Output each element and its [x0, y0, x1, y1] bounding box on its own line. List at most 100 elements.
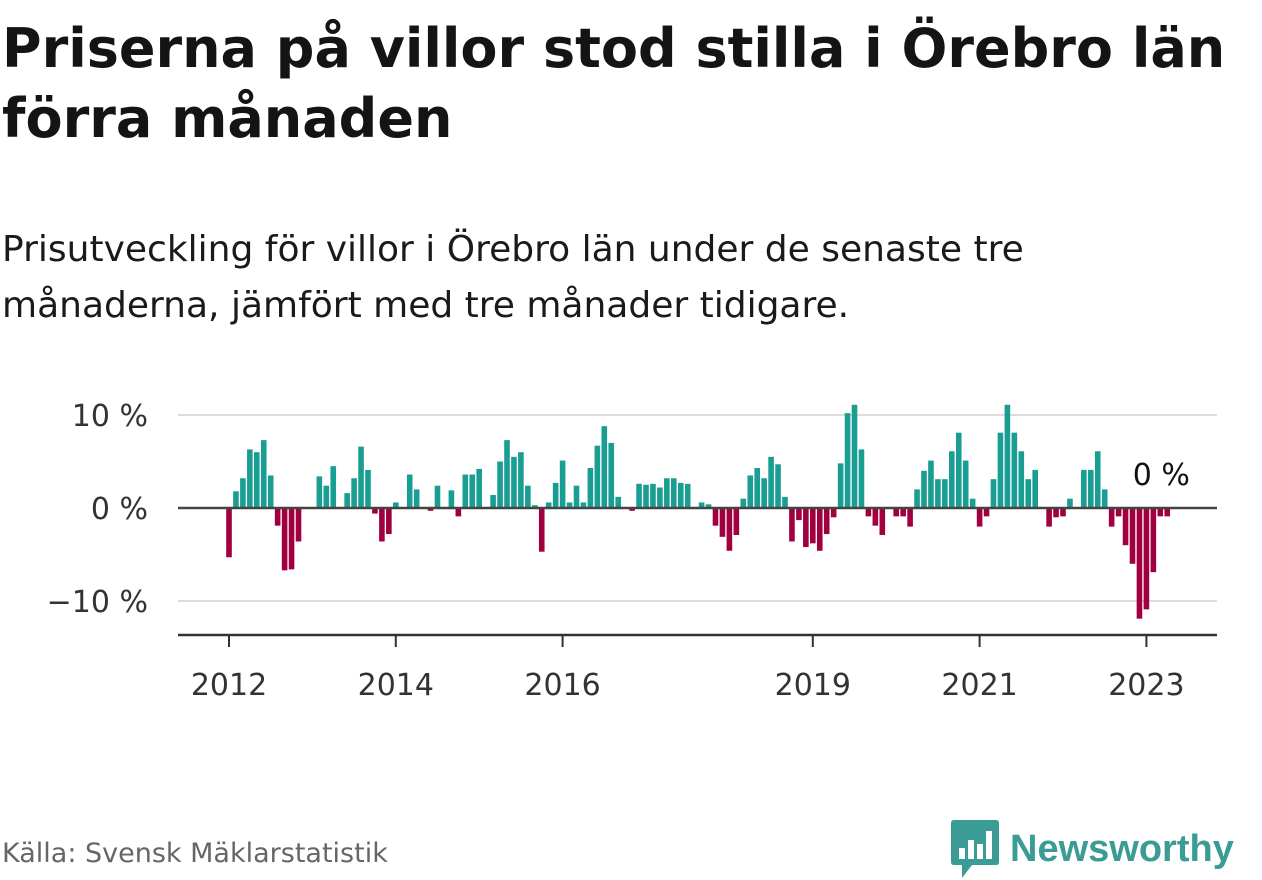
bar — [1164, 508, 1171, 517]
bar — [1025, 479, 1032, 508]
bar — [601, 426, 608, 508]
bar — [914, 489, 920, 508]
bar-chart: 10 % 0 % −10 % 2012 2014 2016 2019 2021 2023 0 % — [47, 399, 1217, 703]
bar — [372, 508, 378, 514]
bar — [545, 502, 552, 508]
bar — [900, 508, 906, 517]
bar — [990, 479, 997, 508]
bar — [295, 508, 302, 542]
bar — [664, 478, 670, 508]
bar — [267, 475, 274, 508]
bar — [1157, 508, 1164, 517]
bar — [837, 463, 844, 508]
bar — [1150, 508, 1157, 573]
bar — [1081, 469, 1087, 508]
bar — [935, 479, 941, 508]
bar — [559, 460, 566, 508]
latest-value-label: 0 % — [1133, 458, 1190, 493]
bar — [921, 470, 927, 508]
bar — [1129, 508, 1136, 564]
bar — [671, 478, 677, 508]
y-tick-label: 10 % — [72, 399, 148, 434]
bar — [379, 508, 385, 542]
bar — [608, 442, 615, 508]
bar — [747, 475, 754, 508]
x-tick-label: 2014 — [358, 668, 434, 703]
bar — [1088, 469, 1094, 508]
bar — [1101, 489, 1108, 508]
bar — [983, 508, 990, 517]
bar — [962, 460, 969, 508]
bar — [538, 508, 545, 552]
bar — [1018, 451, 1025, 508]
chart-subtitle: Prisutveckling för villor i Örebro län u… — [2, 229, 1024, 326]
bar — [573, 485, 580, 508]
bar — [796, 508, 802, 521]
bar — [406, 474, 413, 508]
bar — [636, 483, 642, 508]
chart-title: Priserna på villor stod stilla i Örebro … — [2, 17, 1226, 150]
brand-logo: Newsworthy — [950, 818, 1234, 880]
bar — [386, 508, 392, 535]
bar — [455, 508, 462, 517]
bar — [650, 483, 656, 508]
bar — [754, 468, 760, 508]
x-tick-label: 2023 — [1108, 668, 1184, 703]
bar — [240, 478, 246, 508]
bar — [768, 456, 774, 508]
bar — [532, 505, 538, 508]
bar — [490, 494, 496, 508]
bar — [1136, 508, 1143, 619]
bar — [1094, 451, 1101, 508]
bar — [1032, 469, 1038, 508]
bar — [365, 469, 371, 508]
bar — [260, 440, 267, 508]
x-tick-label: 2021 — [941, 668, 1017, 703]
bar — [580, 502, 587, 508]
bar — [997, 432, 1004, 508]
y-tick-label: 0 % — [91, 492, 148, 527]
bar — [789, 508, 795, 542]
bar — [1115, 508, 1122, 517]
bar — [705, 504, 712, 508]
bar — [330, 466, 337, 508]
bar — [427, 508, 434, 511]
bar — [810, 508, 816, 544]
bar — [1143, 508, 1150, 610]
bar — [976, 508, 983, 527]
bar — [726, 508, 733, 551]
bar — [865, 508, 872, 517]
bar — [844, 413, 851, 508]
bar — [281, 508, 288, 571]
newsworthy-logo-icon — [951, 820, 999, 878]
bar — [712, 508, 719, 526]
x-tick-label: 2016 — [524, 668, 600, 703]
x-tick-label: 2019 — [775, 668, 851, 703]
bar — [733, 508, 740, 535]
bar — [226, 508, 232, 558]
bar — [677, 482, 684, 508]
bar — [497, 461, 503, 508]
bar — [594, 445, 601, 508]
bar — [657, 487, 663, 508]
bar — [803, 508, 809, 548]
bar — [525, 485, 531, 508]
bar — [1067, 498, 1073, 508]
bar — [893, 508, 899, 517]
bar — [615, 496, 621, 508]
bar — [247, 449, 253, 508]
bar — [782, 496, 788, 508]
bar — [823, 508, 830, 535]
bar — [233, 491, 239, 508]
y-tick-label: −10 % — [47, 585, 148, 620]
bar — [858, 449, 865, 508]
bar — [254, 452, 260, 508]
bar — [719, 508, 726, 537]
brand-name: Newsworthy — [1010, 827, 1234, 870]
bar — [566, 502, 573, 508]
bar — [552, 482, 559, 508]
bar — [643, 484, 649, 508]
bar — [879, 508, 886, 535]
bar — [1060, 508, 1066, 517]
bar — [761, 478, 767, 508]
